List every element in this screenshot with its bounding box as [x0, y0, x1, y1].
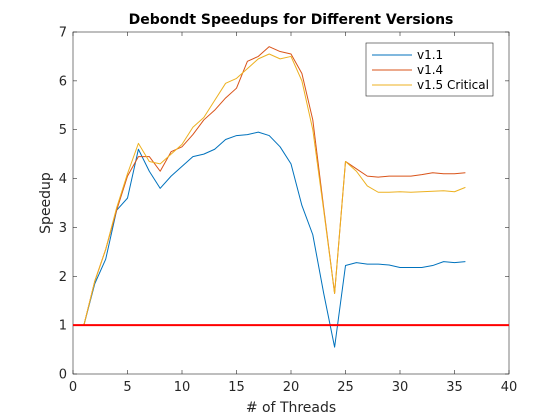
y-tick-label: 4 — [59, 172, 67, 187]
series-line-3 — [83, 53, 466, 326]
x-tick-label: 25 — [337, 380, 354, 395]
x-tick-label: 10 — [174, 380, 191, 395]
x-tick-label: 35 — [446, 380, 463, 395]
legend-label-2: v1.4 — [417, 63, 443, 77]
y-axis-label: Speedup — [38, 172, 54, 234]
y-tick-label: 3 — [59, 221, 67, 236]
x-tick-label: 20 — [283, 380, 300, 395]
y-tick-label: 1 — [59, 319, 67, 334]
x-tick-label: 0 — [69, 380, 77, 395]
y-tick-label: 5 — [59, 123, 67, 138]
series-line-1 — [83, 131, 466, 348]
legend-label-3: v1.5 Critical — [417, 78, 489, 92]
y-tick-label: 2 — [59, 270, 67, 285]
x-tick-label: 40 — [501, 380, 518, 395]
tick-labels: 0 5 10 15 20 25 30 35 40 0 1 2 3 4 5 6 7 — [59, 26, 518, 396]
x-tick-label: 15 — [228, 380, 245, 395]
y-tick-label: 7 — [59, 26, 67, 41]
chart-title: Debondt Speedups for Different Versions — [129, 12, 454, 28]
x-tick-label: 30 — [392, 380, 409, 395]
legend: v1.1v1.4v1.5 Critical — [365, 42, 494, 97]
x-tick-label: 5 — [123, 380, 131, 395]
y-tick-label: 0 — [59, 368, 67, 383]
series-group — [73, 46, 509, 348]
legend-label-1: v1.1 — [417, 48, 443, 62]
x-axis-label: # of Threads — [246, 400, 336, 416]
y-tick-label: 6 — [59, 74, 67, 89]
series-line-2 — [83, 46, 466, 326]
